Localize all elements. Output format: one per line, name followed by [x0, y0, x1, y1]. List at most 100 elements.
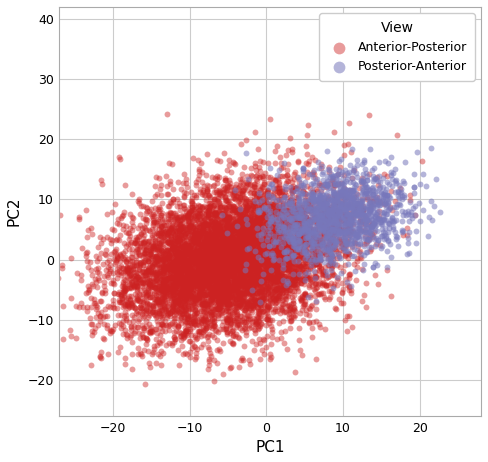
Anterior-Posterior: [249, 291, 257, 298]
Anterior-Posterior: [243, 197, 250, 204]
Anterior-Posterior: [284, 245, 291, 253]
Posterior-Anterior: [294, 246, 302, 253]
Anterior-Posterior: [167, 264, 175, 271]
Anterior-Posterior: [122, 265, 129, 273]
Anterior-Posterior: [276, 285, 284, 292]
Anterior-Posterior: [199, 225, 207, 232]
Anterior-Posterior: [243, 269, 250, 276]
Anterior-Posterior: [342, 211, 349, 218]
Posterior-Anterior: [342, 202, 350, 209]
Posterior-Anterior: [320, 195, 327, 202]
Anterior-Posterior: [219, 237, 227, 244]
Anterior-Posterior: [322, 282, 330, 289]
Posterior-Anterior: [343, 175, 351, 182]
Anterior-Posterior: [219, 241, 226, 248]
Anterior-Posterior: [212, 259, 220, 266]
Anterior-Posterior: [252, 279, 260, 286]
Anterior-Posterior: [242, 283, 249, 290]
Anterior-Posterior: [227, 223, 235, 230]
Posterior-Anterior: [370, 209, 378, 216]
Anterior-Posterior: [264, 215, 271, 222]
Anterior-Posterior: [181, 214, 188, 221]
Anterior-Posterior: [246, 324, 254, 331]
Posterior-Anterior: [309, 240, 317, 247]
Anterior-Posterior: [282, 256, 289, 264]
Anterior-Posterior: [249, 224, 257, 231]
Anterior-Posterior: [230, 262, 238, 270]
Anterior-Posterior: [179, 270, 186, 278]
Anterior-Posterior: [136, 242, 143, 249]
Anterior-Posterior: [118, 212, 126, 219]
Anterior-Posterior: [212, 270, 220, 277]
Posterior-Anterior: [334, 218, 342, 225]
Anterior-Posterior: [288, 299, 296, 307]
Anterior-Posterior: [310, 256, 318, 263]
Anterior-Posterior: [252, 235, 260, 243]
Anterior-Posterior: [290, 215, 298, 223]
Anterior-Posterior: [177, 300, 184, 307]
Anterior-Posterior: [182, 284, 189, 291]
Anterior-Posterior: [201, 248, 209, 255]
Anterior-Posterior: [227, 249, 235, 256]
Anterior-Posterior: [140, 313, 147, 320]
Anterior-Posterior: [187, 255, 195, 263]
Anterior-Posterior: [157, 212, 165, 219]
Anterior-Posterior: [230, 207, 238, 214]
Anterior-Posterior: [173, 251, 181, 258]
Anterior-Posterior: [185, 264, 193, 272]
Anterior-Posterior: [250, 257, 258, 265]
Anterior-Posterior: [264, 237, 272, 244]
Anterior-Posterior: [272, 248, 280, 255]
Anterior-Posterior: [242, 206, 250, 213]
Anterior-Posterior: [120, 331, 127, 338]
Anterior-Posterior: [256, 243, 264, 250]
Anterior-Posterior: [256, 182, 264, 189]
Anterior-Posterior: [214, 276, 222, 283]
Anterior-Posterior: [187, 252, 195, 260]
Anterior-Posterior: [157, 246, 164, 254]
Anterior-Posterior: [237, 141, 245, 148]
Anterior-Posterior: [234, 293, 242, 300]
Anterior-Posterior: [214, 305, 222, 312]
Anterior-Posterior: [231, 299, 239, 306]
Anterior-Posterior: [183, 264, 190, 271]
Posterior-Anterior: [356, 221, 364, 228]
Posterior-Anterior: [319, 204, 327, 211]
Anterior-Posterior: [185, 296, 193, 303]
Anterior-Posterior: [269, 219, 277, 226]
Anterior-Posterior: [316, 249, 324, 257]
Anterior-Posterior: [147, 206, 155, 213]
Anterior-Posterior: [198, 283, 205, 291]
Anterior-Posterior: [339, 289, 346, 296]
Anterior-Posterior: [178, 243, 186, 250]
Anterior-Posterior: [217, 303, 224, 310]
Anterior-Posterior: [218, 249, 226, 257]
Anterior-Posterior: [171, 276, 179, 284]
Anterior-Posterior: [264, 250, 272, 258]
Anterior-Posterior: [199, 291, 206, 298]
Anterior-Posterior: [234, 208, 242, 216]
Anterior-Posterior: [255, 263, 263, 271]
Anterior-Posterior: [222, 176, 230, 183]
Posterior-Anterior: [366, 225, 374, 233]
Anterior-Posterior: [282, 236, 289, 243]
Anterior-Posterior: [278, 172, 286, 180]
Anterior-Posterior: [321, 296, 328, 303]
Anterior-Posterior: [225, 290, 233, 298]
Posterior-Anterior: [352, 182, 360, 189]
Anterior-Posterior: [211, 264, 219, 271]
Anterior-Posterior: [187, 319, 195, 327]
Posterior-Anterior: [315, 206, 323, 213]
Anterior-Posterior: [136, 279, 144, 286]
Anterior-Posterior: [157, 298, 165, 306]
Anterior-Posterior: [297, 254, 305, 261]
Anterior-Posterior: [228, 251, 236, 258]
Anterior-Posterior: [249, 304, 257, 311]
Anterior-Posterior: [292, 270, 300, 278]
Anterior-Posterior: [256, 295, 264, 302]
Anterior-Posterior: [303, 238, 310, 245]
Anterior-Posterior: [330, 280, 338, 287]
Anterior-Posterior: [272, 272, 280, 280]
Anterior-Posterior: [150, 342, 158, 349]
Anterior-Posterior: [240, 164, 248, 171]
